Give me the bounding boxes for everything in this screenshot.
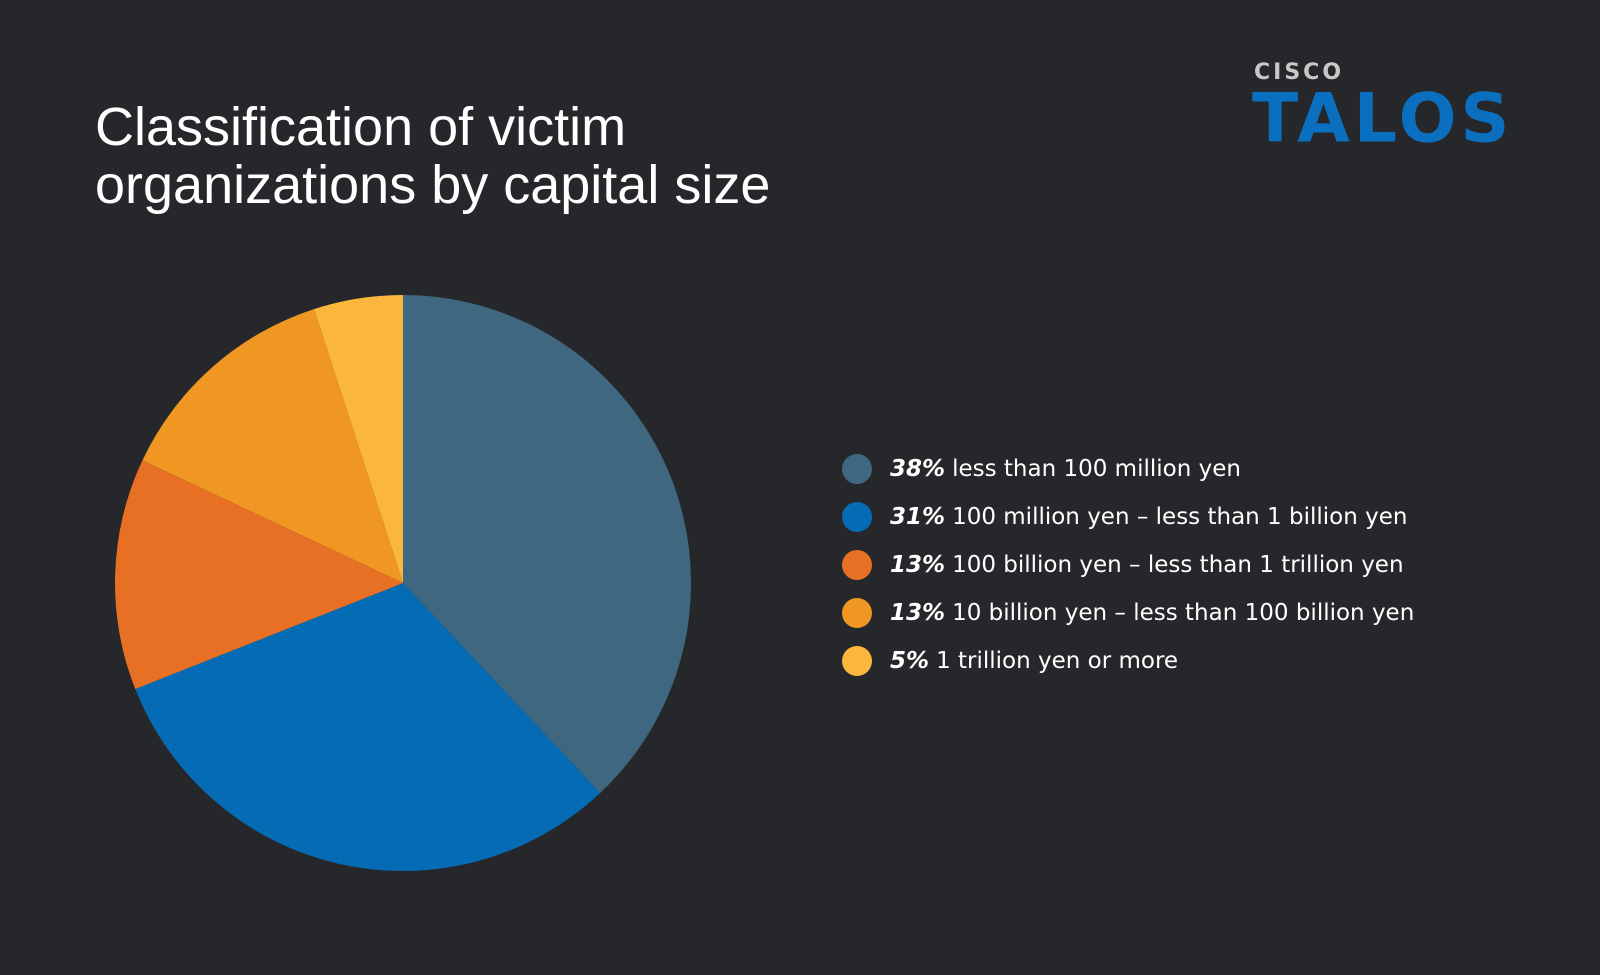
- logo-product: TALOS: [1252, 80, 1513, 159]
- legend-label: 100 million yen – less than 1 billion ye…: [952, 504, 1407, 530]
- pie-slice: [114, 460, 403, 690]
- legend-swatch: [842, 454, 872, 484]
- legend-entry: 5% 1 trillion yen or more: [890, 648, 1178, 674]
- logo-company: CISCO: [1254, 60, 1344, 85]
- legend-value-label: 38%: [890, 456, 945, 482]
- legend-value-label: 13%: [890, 552, 945, 578]
- legend-swatch: [842, 550, 872, 580]
- legend-swatch: [842, 646, 872, 676]
- legend-entry: 38% less than 100 million yen: [890, 456, 1241, 482]
- chart-title: Classification of victim organizations b…: [95, 97, 771, 215]
- legend-label: 100 billion yen – less than 1 trillion y…: [952, 552, 1403, 578]
- pie-slice: [135, 583, 601, 872]
- legend-entry: 31% 100 million yen – less than 1 billion…: [890, 504, 1407, 530]
- legend-value-label: 13%: [890, 600, 945, 626]
- legend-entry: 13% 10 billion yen – less than 100 billio…: [890, 600, 1414, 626]
- pie-slice: [314, 295, 403, 583]
- pie-slice: [142, 309, 404, 583]
- legend-swatch: [842, 598, 872, 628]
- legend-label: 1 trillion yen or more: [936, 648, 1178, 674]
- legend-label: less than 100 million yen: [952, 456, 1241, 482]
- legend-swatch: [842, 502, 872, 532]
- legend-value-label: 31%: [890, 504, 945, 530]
- legend-entry: 13% 100 billion yen – less than 1 trillio…: [890, 552, 1404, 578]
- pie-slice: [403, 295, 691, 793]
- legend-label: 10 billion yen – less than 100 billion y…: [952, 600, 1414, 626]
- legend-value-label: 5%: [890, 648, 929, 674]
